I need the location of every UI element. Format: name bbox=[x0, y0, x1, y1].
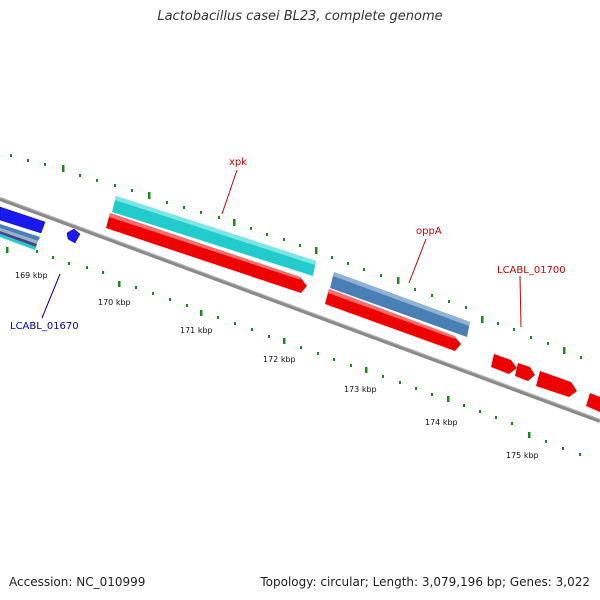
genome-backbone bbox=[0, 197, 600, 423]
scale-label-175: 175 kbp bbox=[506, 451, 539, 460]
gene-cds-red-2 bbox=[325, 289, 461, 351]
gene-label-lcabl-01700: LCABL_01700 bbox=[497, 265, 566, 276]
inner-tick-ring bbox=[6, 247, 581, 456]
scale-label-174: 174 kbp bbox=[425, 418, 458, 427]
gene-labels: xpk oppA LCABL_01700 LCABL_01670 bbox=[10, 157, 566, 332]
accession-text: Accession: NC_010999 bbox=[9, 575, 146, 589]
gene-xpk bbox=[112, 196, 316, 276]
gene-cds-red-1 bbox=[106, 213, 307, 293]
genome-summary: Topology: circular; Length: 3,079,196 bp… bbox=[260, 575, 590, 589]
gene-label-oppA: oppA bbox=[416, 226, 442, 237]
scale-labels: 169 kbp 170 kbp 171 kbp 172 kbp 173 kbp … bbox=[15, 271, 539, 460]
gene-cluster-right bbox=[491, 354, 600, 412]
scale-label-170: 170 kbp bbox=[98, 298, 131, 307]
gene-label-lcabl-01670: LCABL_01670 bbox=[10, 321, 79, 332]
scale-label-173: 173 kbp bbox=[344, 385, 377, 394]
gene-label-xpk: xpk bbox=[229, 157, 247, 168]
genome-title: Lactobacillus casei BL23, complete genom… bbox=[157, 9, 443, 24]
gene-oppA bbox=[330, 272, 470, 337]
scale-label-171: 171 kbp bbox=[180, 326, 213, 335]
gene-cluster-left bbox=[0, 206, 81, 250]
scale-label-172: 172 kbp bbox=[263, 355, 296, 364]
label-leaders bbox=[41, 169, 522, 328]
scale-label-169: 169 kbp bbox=[15, 271, 48, 280]
outer-tick-ring bbox=[10, 154, 582, 359]
